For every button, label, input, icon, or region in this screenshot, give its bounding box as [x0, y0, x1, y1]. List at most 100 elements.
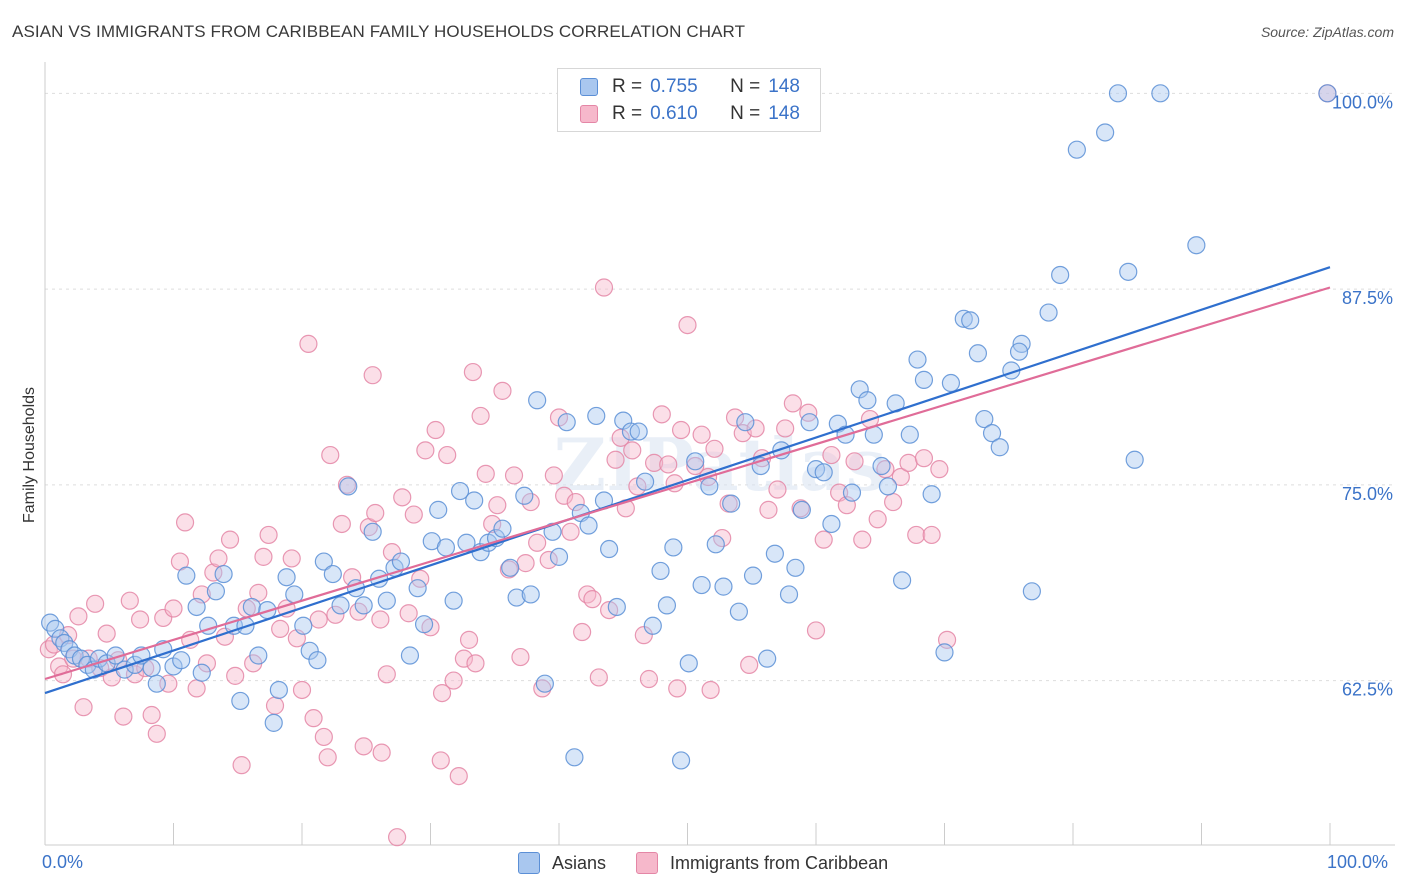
asians-point [1318, 84, 1337, 103]
asians-point [1151, 84, 1170, 103]
caribbean-point [644, 453, 664, 472]
asians-point [408, 579, 427, 598]
n-value: 148 [768, 103, 800, 124]
asians-point [657, 596, 677, 615]
asians-point [323, 564, 342, 584]
asians-point [786, 558, 805, 577]
asians-point [700, 477, 719, 496]
legend-item-caribbean: Immigrants from Caribbean [636, 852, 888, 874]
caribbean-point [326, 605, 345, 624]
caribbean-point [814, 530, 833, 549]
r-label: R = [612, 76, 643, 97]
caribbean-point [363, 366, 382, 385]
caribbean-point [504, 466, 524, 485]
caribbean-point [259, 525, 278, 545]
asians-point [1067, 140, 1086, 159]
caribbean-point [799, 403, 818, 422]
asians-point [1009, 342, 1029, 361]
asians-point [814, 463, 833, 482]
caribbean-point [120, 591, 139, 610]
caribbean-point [74, 698, 93, 717]
caribbean-point [853, 530, 872, 549]
y-tick-label: 62.5% [1342, 680, 1393, 700]
asians-trend-line [44, 266, 1331, 695]
n-value: 148 [768, 76, 800, 97]
r-label: R = [612, 103, 643, 124]
asians-point [772, 441, 791, 460]
asians-point [172, 651, 191, 670]
caribbean-point [705, 439, 724, 458]
caribbean-point [130, 610, 150, 629]
caribbean-point [220, 530, 240, 549]
asians-point [968, 344, 988, 363]
asians-point [892, 571, 912, 590]
asians-point [1051, 265, 1070, 285]
asians-point [277, 568, 296, 587]
caribbean-point [528, 533, 547, 552]
asians-point [501, 558, 520, 577]
asians-point [249, 646, 268, 665]
asians-point [941, 373, 961, 393]
asians-point [429, 500, 448, 519]
asians-point [858, 391, 877, 410]
caribbean-point [299, 334, 318, 353]
asians-point [975, 409, 994, 429]
asians-point [579, 516, 598, 535]
asians-point [450, 481, 470, 501]
caribbean-point [725, 408, 745, 427]
caribbean-point [387, 828, 407, 847]
asians-point [528, 391, 547, 410]
asians-point [557, 413, 576, 432]
caribbean-point [463, 362, 483, 382]
asians-point [436, 538, 456, 557]
caribbean-point [175, 513, 195, 532]
caribbean-point [566, 492, 585, 512]
caribbean-point [671, 420, 691, 440]
asians-point [300, 641, 319, 660]
caribbean-point [371, 610, 390, 629]
asians-point [147, 674, 166, 693]
asians-point [444, 591, 463, 610]
asians-point [651, 561, 670, 581]
legend-item-asians: Asians [518, 852, 606, 874]
legend-row-asians: R = 0.755 N = 148 [580, 75, 800, 99]
caribbean-point [393, 488, 412, 507]
asians-point [493, 519, 512, 538]
caribbean-point [372, 743, 391, 762]
asians-point [377, 591, 396, 610]
caribbean-point [438, 445, 457, 465]
asians-point [187, 597, 206, 617]
asians-point [706, 535, 725, 554]
caribbean-point [69, 607, 88, 626]
asians-point [743, 566, 763, 585]
asians-point [549, 547, 569, 566]
caribbean-swatch [636, 852, 659, 874]
caribbean-point [692, 425, 711, 444]
caribbean-point [623, 441, 642, 460]
asians-point [331, 596, 350, 615]
asians-point [565, 748, 584, 767]
caribbean-point [466, 654, 485, 673]
caribbean-point [573, 622, 592, 642]
asians-point [629, 422, 648, 441]
n-label: N = [730, 103, 761, 124]
caribbean-point [416, 441, 435, 460]
caribbean-point [232, 756, 251, 775]
asians-point [736, 413, 755, 432]
asians-swatch [518, 852, 540, 874]
asians-point [400, 646, 420, 665]
asians-point [414, 615, 434, 634]
caribbean-point [265, 696, 285, 715]
caribbean-point [366, 503, 385, 523]
caribbean-point [209, 549, 228, 568]
caribbean-point [701, 680, 720, 700]
caribbean-point [746, 419, 765, 438]
caribbean-point [589, 668, 608, 687]
caribbean-point [197, 654, 217, 673]
legend-row-caribbean: R = 0.610 N = 148 [580, 102, 800, 126]
asians-point [1187, 236, 1206, 255]
asians-point [765, 544, 784, 563]
caribbean-point [783, 394, 802, 413]
asians-point [671, 751, 691, 770]
caribbean-point [321, 445, 340, 465]
